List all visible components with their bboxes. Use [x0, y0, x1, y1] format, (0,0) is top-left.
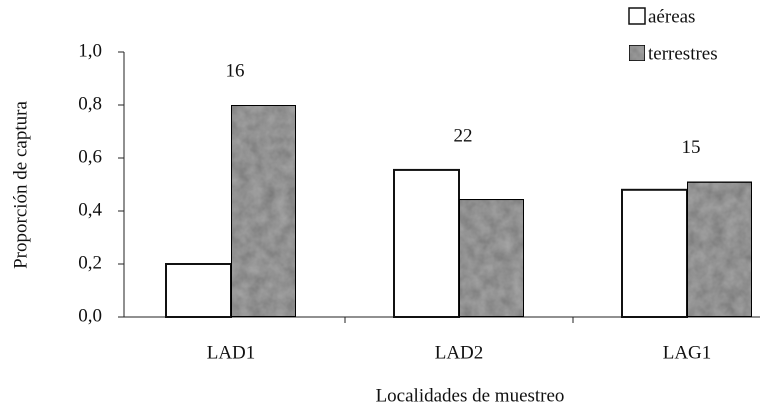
y-tick-label: 0,8	[78, 93, 102, 114]
x-tick-label: LAG1	[663, 342, 712, 363]
legend-label: aéreas	[648, 6, 695, 27]
x-tick-label: LAD2	[435, 342, 484, 363]
bar	[230, 104, 297, 318]
bar	[686, 180, 753, 318]
annotation: 15	[682, 137, 701, 158]
bar	[393, 168, 460, 318]
x-tick-label: LAD1	[207, 342, 256, 363]
y-tick-label: 0,4	[78, 199, 102, 220]
annotation: 22	[454, 125, 473, 146]
x-axis-title: Localidades de muestreo	[376, 385, 565, 406]
annotation: 16	[226, 60, 245, 81]
bar	[621, 188, 688, 318]
legend-label: terrestres	[648, 43, 718, 64]
bar	[165, 263, 232, 318]
y-axis-title: Proporción de captura	[10, 101, 31, 269]
y-tick-label: 0,0	[78, 305, 102, 326]
legend-swatch	[628, 7, 646, 25]
bar	[458, 198, 525, 318]
legend-swatch	[628, 44, 646, 62]
y-tick-label: 0,2	[78, 252, 102, 273]
y-tick-label: 0,6	[78, 146, 102, 167]
y-tick-label: 1,0	[78, 40, 102, 61]
